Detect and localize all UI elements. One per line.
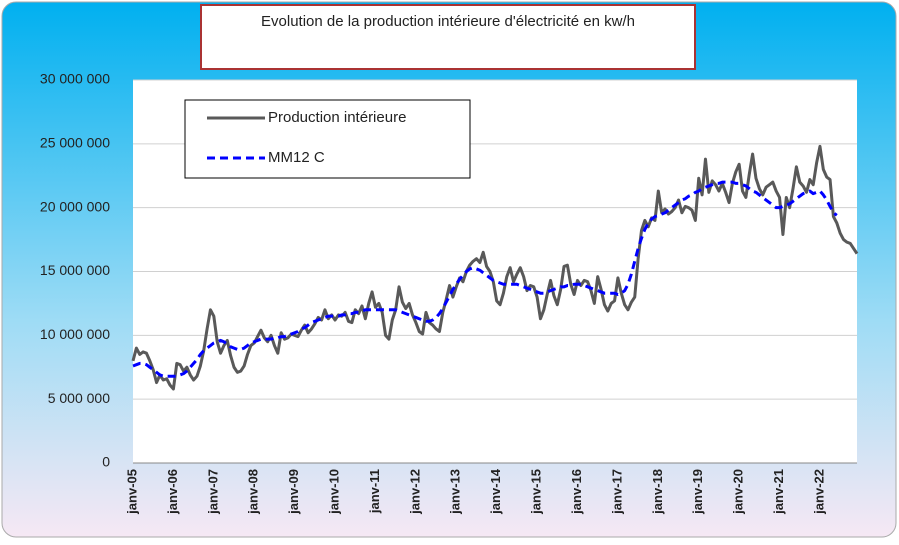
y-tick-label: 10 000 000	[40, 326, 110, 342]
x-tick-label: janv-07	[205, 469, 220, 515]
x-tick-label: janv-08	[246, 469, 261, 515]
x-tick-label: janv-14	[488, 468, 503, 515]
legend-box	[184, 99, 471, 179]
x-tick-label: janv-18	[650, 469, 665, 515]
y-tick-label: 0	[102, 454, 110, 470]
x-tick-label: janv-17	[609, 469, 624, 515]
x-tick-label: janv-05	[124, 469, 139, 515]
x-tick-label: janv-19	[690, 469, 705, 515]
x-tick-label: janv-16	[569, 469, 584, 515]
y-tick-label: 25 000 000	[40, 135, 110, 151]
y-tick-label: 15 000 000	[40, 262, 110, 278]
x-tick-label: janv-06	[165, 469, 180, 515]
x-tick-label: janv-10	[326, 469, 341, 515]
series-line	[132, 180, 838, 378]
x-tick-label: janv-11	[367, 469, 382, 514]
y-tick-label: 30 000 000	[40, 71, 110, 87]
y-tick-label: 5 000 000	[48, 390, 110, 406]
x-tick-label: janv-21	[771, 469, 786, 515]
y-tick-label: 20 000 000	[40, 198, 110, 214]
legend-label: Production intérieure	[268, 109, 406, 126]
x-tick-label: janv-20	[731, 469, 746, 515]
title-box	[200, 4, 696, 70]
x-tick-label: janv-13	[448, 469, 463, 515]
legend-label: MM12 C	[268, 149, 325, 166]
x-tick-label: janv-22	[811, 469, 826, 515]
chart-title: Evolution de la production intérieure d'…	[261, 13, 635, 30]
x-tick-label: janv-09	[286, 469, 301, 515]
x-tick-label: janv-15	[529, 469, 544, 515]
legend: Production intérieure MM12 C	[184, 99, 471, 179]
x-tick-label: janv-12	[407, 469, 422, 515]
